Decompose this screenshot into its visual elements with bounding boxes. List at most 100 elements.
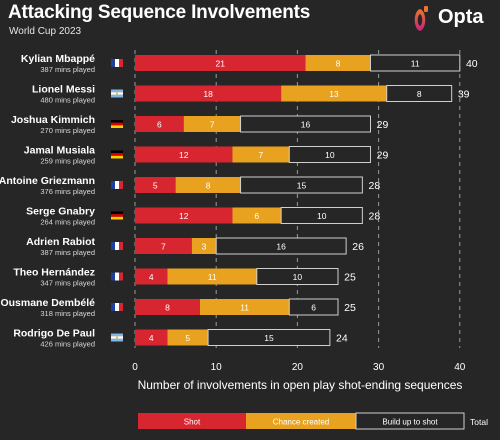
x-tick-label: 10: [211, 362, 223, 373]
segment-value-label: 16: [276, 242, 286, 252]
total-label: 28: [369, 211, 381, 223]
opta-mark-icon: [414, 9, 426, 31]
flag-sun: [115, 336, 119, 339]
segment-value-label: 6: [311, 303, 316, 313]
chance-bar-segment: [167, 268, 257, 285]
segment-value-label: 8: [206, 181, 211, 191]
chance-bar-segment: [191, 238, 217, 254]
legend-swatch: [246, 413, 356, 429]
player-name: Lionel Messi: [32, 84, 95, 96]
flag-stripe: [115, 181, 119, 189]
segment-value-label: 3: [202, 242, 207, 252]
segment-value-label: 4: [149, 272, 154, 282]
legend-label: Chance created: [273, 418, 329, 427]
opta-logo: [414, 6, 428, 31]
segment-value-label: 7: [161, 242, 166, 252]
chance-bar-segment: [305, 55, 371, 71]
legend-label: Shot: [184, 418, 201, 427]
chance-bar-segment: [232, 207, 282, 224]
flag-stripe: [119, 181, 123, 189]
buildup-bar-segment: [256, 268, 339, 285]
flag-sun: [115, 92, 119, 95]
france-flag-icon: [111, 242, 115, 250]
segment-value-label: 21: [216, 59, 226, 69]
buildup-bar-segment: [369, 54, 461, 72]
x-tick-label: 30: [373, 362, 385, 373]
total-label: 25: [344, 302, 356, 314]
minutes-played: 480 mins played: [40, 96, 95, 105]
flag-stripe: [119, 272, 123, 281]
total-label: 29: [377, 150, 389, 162]
minutes-played: 376 mins played: [40, 187, 95, 196]
buildup-bar-segment: [280, 207, 363, 224]
flag-stripe: [111, 122, 123, 126]
chance-bar-segment: [175, 177, 241, 193]
player-name: Kylian Mbappé: [21, 53, 95, 65]
shot-bar-segment: [135, 299, 200, 315]
shot-bar-segment: [135, 207, 233, 224]
flag-stripe: [111, 94, 123, 98]
legend-total-label: Total: [470, 417, 488, 427]
segment-value-label: 8: [336, 59, 341, 69]
segment-value-label: 15: [264, 333, 274, 343]
flag-stripe: [111, 338, 123, 342]
minutes-played: 387 mins played: [40, 65, 95, 74]
legend-swatch: [355, 412, 465, 430]
total-label: 24: [336, 333, 348, 345]
flag-stripe: [111, 216, 123, 220]
player-name: Serge Gnabry: [26, 206, 95, 218]
minutes-played: 387 mins played: [40, 248, 95, 257]
buildup-bar-segment: [207, 329, 331, 346]
x-tick-label: 0: [132, 362, 138, 373]
germany-flag-icon: [111, 211, 123, 215]
player-name: Theo Hernández: [13, 267, 95, 279]
total-label: 26: [352, 241, 364, 253]
legend-label: Build up to shot: [382, 418, 438, 427]
france-flag-icon: [111, 303, 115, 311]
page-title: Attacking Sequence Involvements: [8, 2, 311, 23]
flag-stripe: [119, 242, 123, 250]
segment-value-label: 7: [210, 120, 215, 130]
shot-bar-segment: [135, 116, 184, 132]
buildup-bar-segment: [240, 115, 371, 133]
minutes-played: 347 mins played: [40, 279, 95, 288]
player-name: Ousmane Dembélé: [0, 297, 95, 309]
buildup-bar-segment: [288, 146, 371, 163]
shot-bar-segment: [135, 329, 168, 346]
segment-value-label: 10: [325, 150, 335, 160]
minutes-played: 426 mins played: [40, 340, 95, 349]
segment-value-label: 7: [258, 150, 263, 160]
flag-stripe: [115, 272, 119, 281]
segment-value-label: 8: [417, 89, 422, 99]
segment-value-label: 10: [317, 211, 327, 221]
x-tick-label: 20: [292, 362, 304, 373]
legend-swatch: [138, 413, 246, 429]
chance-bar-segment: [199, 299, 290, 315]
flag-stripe: [115, 303, 119, 311]
flag-stripe: [111, 155, 123, 159]
total-label: 28: [369, 180, 381, 192]
player-name: Antoine Griezmann: [0, 175, 95, 187]
flag-stripe: [111, 125, 123, 128]
flag-stripe: [119, 59, 123, 67]
chance-bar-segment: [167, 329, 209, 346]
buildup-bar-segment: [288, 298, 339, 316]
total-label: 39: [458, 89, 470, 101]
buildup-bar-segment: [215, 237, 347, 255]
germany-flag-icon: [111, 120, 123, 123]
chance-bar-segment: [183, 116, 241, 132]
minutes-played: 318 mins played: [40, 309, 95, 318]
segment-value-label: 11: [411, 59, 420, 69]
chance-bar-segment: [281, 85, 387, 102]
segment-value-label: 12: [179, 150, 189, 160]
segment-value-label: 16: [301, 120, 311, 130]
minutes-played: 259 mins played: [40, 157, 95, 166]
segment-value-label: 6: [254, 211, 259, 221]
flag-stripe: [115, 242, 119, 250]
segment-value-label: 4: [149, 333, 154, 343]
france-flag-icon: [111, 181, 115, 189]
segment-value-label: 5: [153, 181, 158, 191]
flag-stripe: [111, 214, 123, 217]
argentina-flag-icon: [111, 333, 123, 337]
